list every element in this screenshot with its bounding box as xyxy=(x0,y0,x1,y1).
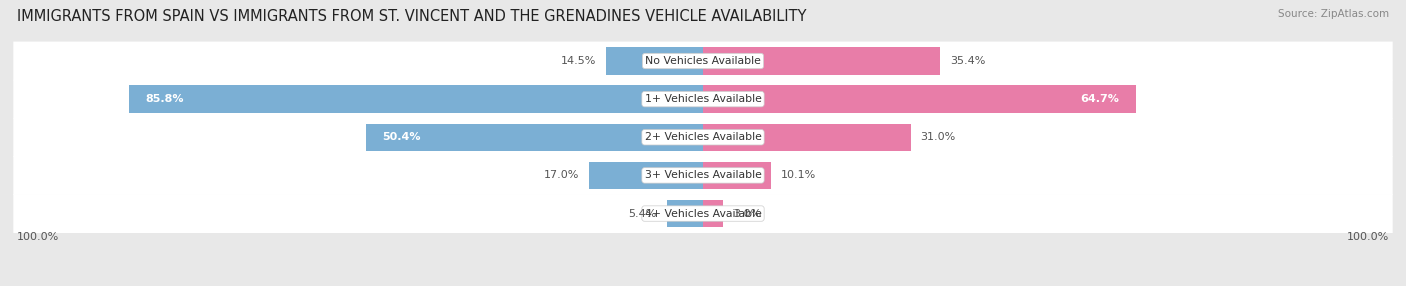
Text: No Vehicles Available: No Vehicles Available xyxy=(645,56,761,66)
Text: 14.5%: 14.5% xyxy=(561,56,596,66)
Bar xyxy=(366,124,703,151)
Text: 4+ Vehicles Available: 4+ Vehicles Available xyxy=(644,208,762,219)
FancyBboxPatch shape xyxy=(13,194,1393,233)
Text: Source: ZipAtlas.com: Source: ZipAtlas.com xyxy=(1278,9,1389,19)
FancyBboxPatch shape xyxy=(13,41,1393,80)
Bar xyxy=(703,162,770,189)
Bar xyxy=(703,47,941,75)
Text: 50.4%: 50.4% xyxy=(382,132,420,142)
Bar xyxy=(606,47,703,75)
Text: 35.4%: 35.4% xyxy=(950,56,986,66)
Text: 2+ Vehicles Available: 2+ Vehicles Available xyxy=(644,132,762,142)
Text: 17.0%: 17.0% xyxy=(544,170,579,180)
Text: 100.0%: 100.0% xyxy=(17,232,59,242)
Text: IMMIGRANTS FROM SPAIN VS IMMIGRANTS FROM ST. VINCENT AND THE GRENADINES VEHICLE : IMMIGRANTS FROM SPAIN VS IMMIGRANTS FROM… xyxy=(17,9,807,23)
Bar xyxy=(666,200,703,227)
Bar xyxy=(703,86,1136,113)
Text: 64.7%: 64.7% xyxy=(1081,94,1119,104)
Text: 85.8%: 85.8% xyxy=(145,94,184,104)
Text: 3.0%: 3.0% xyxy=(733,208,762,219)
Text: 10.1%: 10.1% xyxy=(780,170,815,180)
Text: 31.0%: 31.0% xyxy=(921,132,956,142)
Bar xyxy=(703,200,723,227)
FancyBboxPatch shape xyxy=(13,118,1393,157)
FancyBboxPatch shape xyxy=(13,156,1393,195)
FancyBboxPatch shape xyxy=(13,80,1393,119)
Bar xyxy=(589,162,703,189)
Bar xyxy=(128,86,703,113)
Text: 5.4%: 5.4% xyxy=(628,208,657,219)
Bar xyxy=(703,124,911,151)
Text: 100.0%: 100.0% xyxy=(1347,232,1389,242)
Text: 1+ Vehicles Available: 1+ Vehicles Available xyxy=(644,94,762,104)
Text: 3+ Vehicles Available: 3+ Vehicles Available xyxy=(644,170,762,180)
